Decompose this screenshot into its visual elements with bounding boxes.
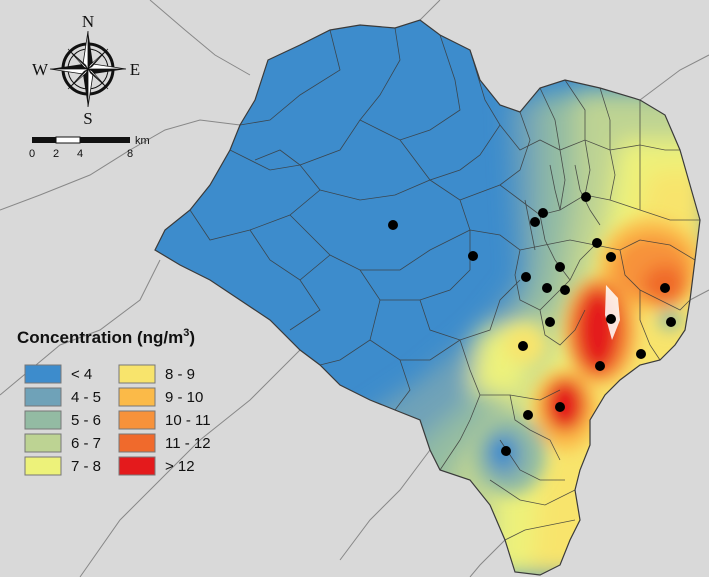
legend-label: 11 - 12 [165,435,211,452]
station-point[interactable] [606,314,616,324]
station-point[interactable] [636,349,646,359]
legend-label: 5 - 6 [71,412,101,429]
legend-swatch [118,364,156,384]
legend-title-sup: 3 [183,327,189,339]
station-point[interactable] [538,208,548,218]
legend-swatch [24,410,62,430]
compass-east: E [130,60,140,79]
legend-swatch [24,433,62,453]
legend-label: 9 - 10 [165,389,203,406]
scale-bar: 0 2 4 8 km [29,135,150,160]
legend-title: Concentration (ng/m3) [17,327,195,347]
scale-tick-2: 2 [53,148,59,160]
legend-swatch [24,387,62,407]
legend-swatch [118,433,156,453]
compass-south: S [83,109,92,128]
legend-swatch [24,456,62,476]
legend-label: 8 - 9 [165,366,195,383]
compass-north: N [82,12,94,31]
study-area-boundary [154,19,701,576]
district-boundaries [189,27,700,541]
legend-items: < 4 4 - 5 5 - 6 6 - 7 7 - 8 8 - 9 9 - 10 10 - 1… [24,364,211,476]
station-point[interactable] [595,361,605,371]
station-point[interactable] [606,252,616,262]
station-point[interactable] [666,317,676,327]
station-point[interactable] [518,341,528,351]
legend-swatch [118,410,156,430]
compass-west: W [32,60,49,79]
station-point[interactable] [660,283,670,293]
station-point[interactable] [501,446,511,456]
legend-label: > 12 [165,458,195,475]
scale-tick-4: 4 [77,148,83,160]
scale-tick-0: 0 [29,148,35,160]
station-point[interactable] [523,410,533,420]
legend-label: 4 - 5 [71,389,101,406]
station-point[interactable] [560,285,570,295]
legend: Concentration (ng/m3) < 4 4 - 5 5 - 6 6 - 7… [17,327,211,476]
station-point[interactable] [388,220,398,230]
legend-title-main: Concentration (ng/m [17,328,183,347]
compass-star-icon [49,30,127,108]
station-point[interactable] [555,402,565,412]
station-point[interactable] [521,272,531,282]
legend-swatch [118,456,156,476]
station-point[interactable] [542,283,552,293]
legend-label: < 4 [71,366,92,383]
station-point[interactable] [581,192,591,202]
legend-label: 7 - 8 [71,458,101,475]
legend-label: 6 - 7 [71,435,101,452]
station-point[interactable] [530,217,540,227]
legend-swatch [24,364,62,384]
legend-title-close: ) [189,328,195,347]
station-point[interactable] [545,317,555,327]
legend-swatch [118,387,156,407]
station-point[interactable] [592,238,602,248]
scale-tick-8: 8 [127,148,133,160]
station-point[interactable] [555,262,565,272]
compass-rose: N S E W [32,12,140,128]
scale-unit: km [135,135,150,147]
legend-label: 10 - 11 [165,412,211,429]
station-point[interactable] [468,251,478,261]
monitoring-stations [388,192,676,456]
